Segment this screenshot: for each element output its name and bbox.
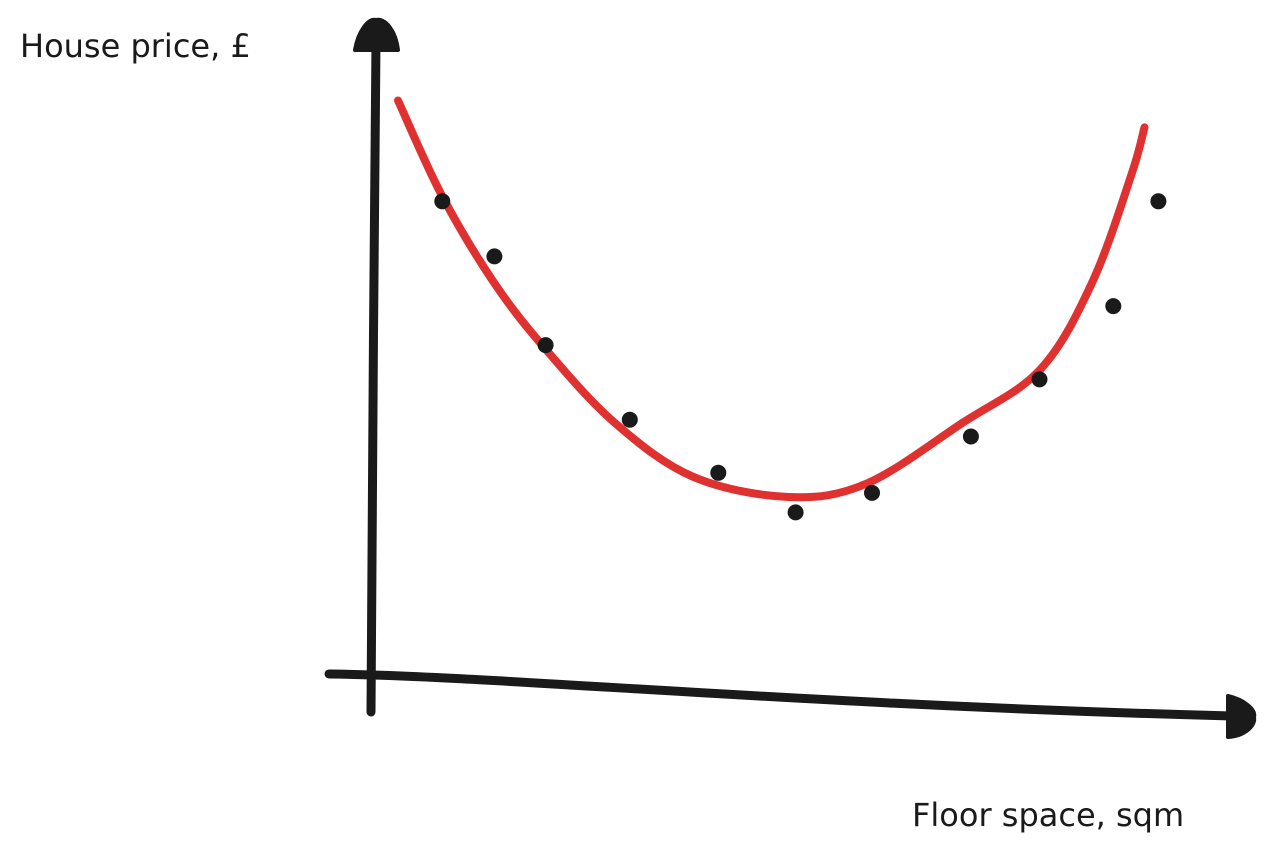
axes	[324, 17, 1257, 739]
data-point-1	[434, 193, 451, 210]
fit-curve	[394, 96, 1149, 502]
data-point-8	[962, 428, 979, 445]
y-axis-arrowhead	[353, 17, 400, 52]
y-axis-title: House price, £	[20, 27, 251, 65]
data-point-10	[1105, 298, 1122, 315]
data-point-4	[621, 411, 638, 428]
data-point-9	[1031, 371, 1048, 388]
data-point-3	[537, 337, 554, 354]
data-point-7	[864, 484, 880, 501]
data-point-2	[486, 248, 503, 265]
data-point-11	[1150, 193, 1167, 210]
x-axis-title: Floor space, sqm	[912, 796, 1184, 834]
x-axis-line	[324, 669, 1237, 721]
data-point-6	[787, 504, 804, 521]
data-points	[434, 193, 1167, 521]
y-axis-line	[366, 35, 381, 717]
data-point-5	[710, 464, 727, 481]
x-axis-arrowhead	[1226, 694, 1257, 739]
